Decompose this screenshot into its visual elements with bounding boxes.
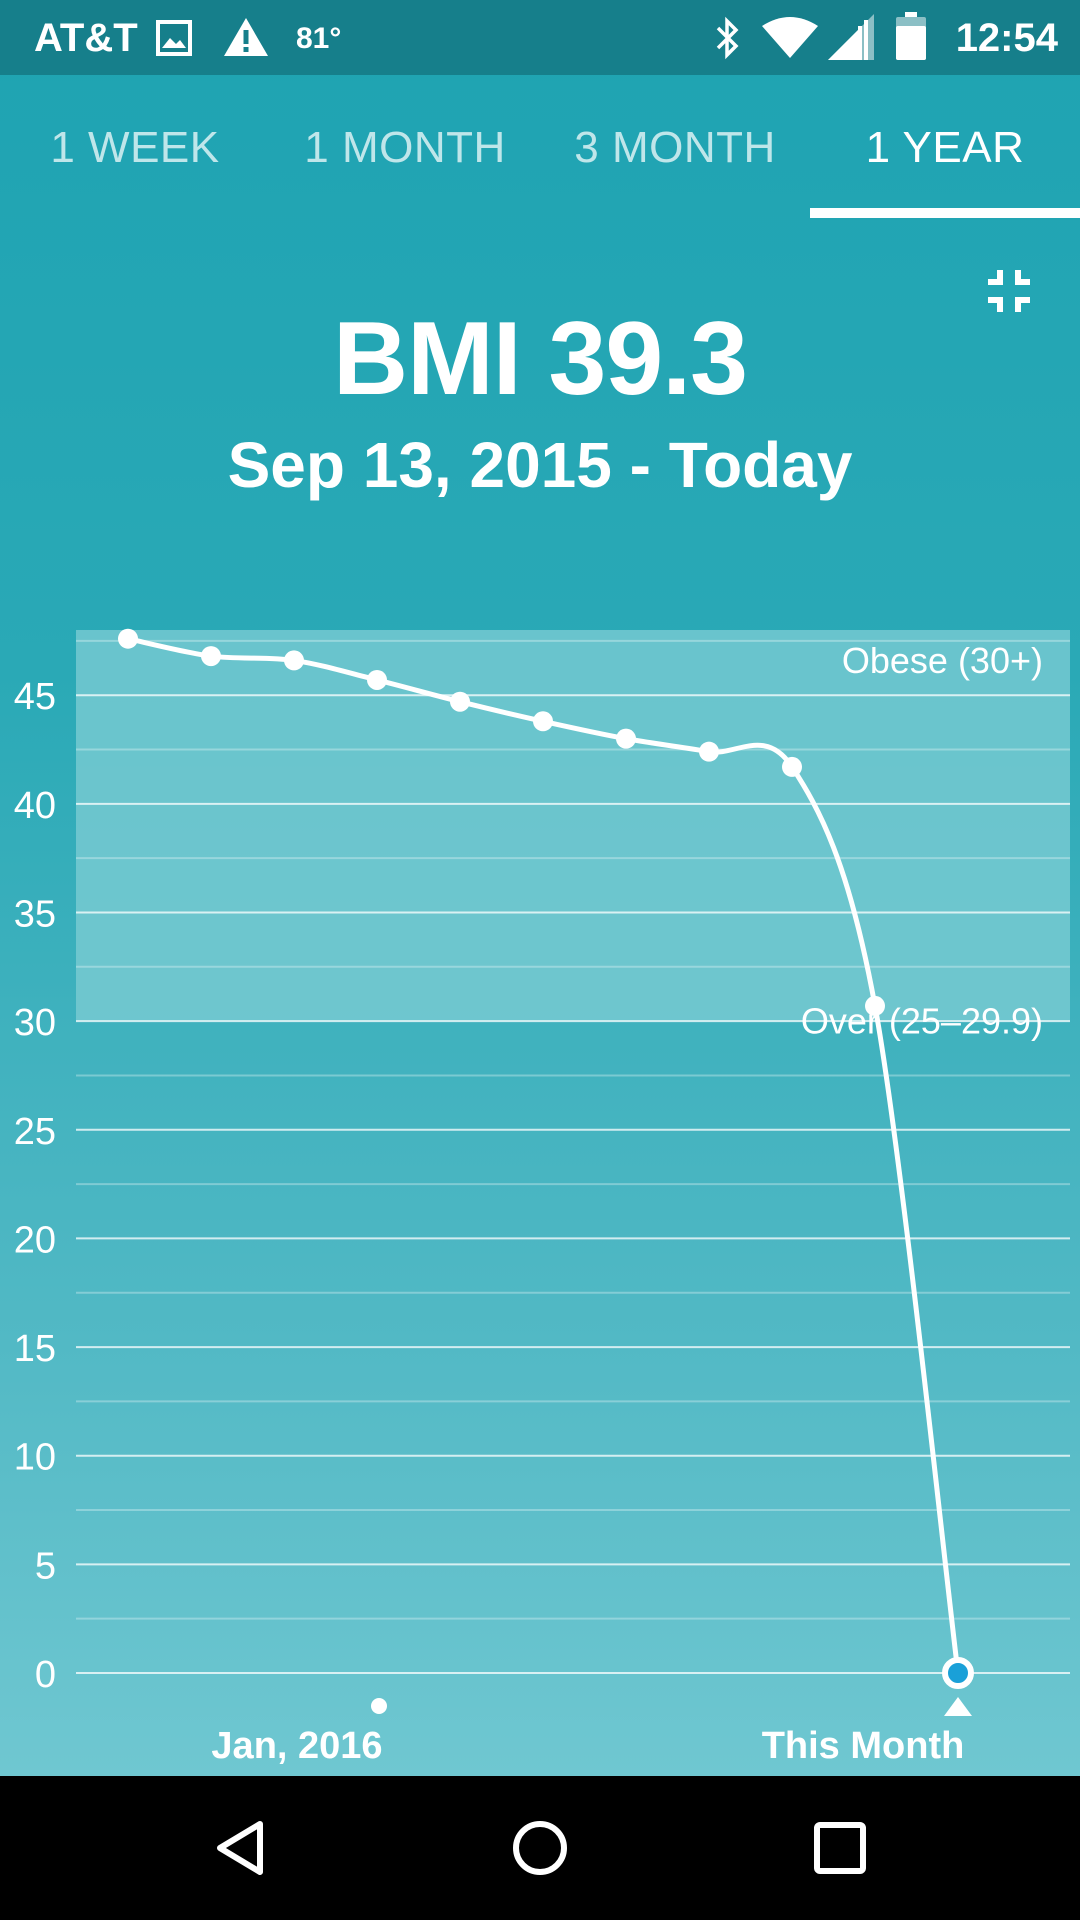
overweight-band-label: Over (25–29.9) [801,1000,1043,1041]
back-button[interactable] [160,1776,320,1920]
chart-x-axis: Jan, 2016 This Month [211,1697,972,1767]
date-range-label: Sep 13, 2015 - Today [227,429,853,501]
warning-icon [224,18,268,56]
x-axis-label-jan-2016: Jan, 2016 [211,1725,382,1767]
active-tab-indicator [810,208,1080,218]
wifi-icon [762,17,818,58]
range-tabs: 1 WEEK 1 MONTH 3 MONTH 1 YEAR [0,75,1080,220]
tab-1-year[interactable]: 1 YEAR [865,122,1025,172]
data-point [367,669,387,690]
carrier-label: AT&T [34,16,138,60]
y-tick-label: 35 [14,893,56,935]
data-point [782,756,802,777]
selected-data-point [942,1657,974,1689]
y-tick-label: 45 [14,676,56,718]
y-tick-label: 0 [35,1654,56,1696]
x-axis-label-this-month: This Month [762,1725,965,1767]
chart-grid [76,639,1070,1674]
system-nav-bar [0,1776,1080,1920]
y-tick-label: 40 [14,785,56,827]
home-icon [513,1821,567,1875]
y-tick-label: 10 [14,1437,56,1479]
chart-bands [76,630,1070,1022]
bluetooth-icon [716,16,739,60]
current-period-marker [944,1697,972,1716]
collapse-icon[interactable] [984,266,1034,316]
recents-icon [814,1822,866,1874]
data-point [865,995,885,1016]
back-icon [217,1821,263,1875]
obese-band-label: Obese (30+) [842,640,1043,681]
data-point [616,728,636,749]
data-point [450,691,470,712]
bmi-chart: 0 5 10 15 20 25 30 35 40 45 Obese (30+) Over (25–2… [14,628,1070,1767]
y-tick-label: 30 [14,1002,56,1044]
data-point [284,650,304,671]
tab-1-month[interactable]: 1 MONTH [304,122,506,172]
data-point [699,741,719,762]
y-tick-label: 5 [35,1545,56,1587]
temperature-label: 81° [296,22,342,55]
y-tick-label: 20 [14,1219,56,1261]
y-tick-label: 15 [14,1328,56,1370]
obese-band [76,630,1070,1022]
status-bar: AT&T 81° 12:54 [0,0,1080,75]
bmi-value-title: BMI 39.3 [333,301,748,417]
data-point [118,628,138,649]
home-button[interactable] [460,1776,620,1920]
tab-3-month[interactable]: 3 MONTH [574,122,776,172]
battery-icon [896,12,926,60]
data-point [533,711,553,732]
chart-band-labels: Obese (30+) Over (25–29.9) [801,640,1043,1041]
y-tick-label: 25 [14,1111,56,1153]
bmi-series-points [118,628,974,1689]
tab-1-week[interactable]: 1 WEEK [50,122,220,172]
data-point [201,646,221,667]
image-icon [156,20,192,56]
clock-label: 12:54 [955,16,1058,60]
chart-y-axis: 0 5 10 15 20 25 30 35 40 45 [14,676,56,1696]
recents-button[interactable] [760,1776,920,1920]
signal-icon [828,14,874,60]
x-tick-dot [371,1698,387,1714]
